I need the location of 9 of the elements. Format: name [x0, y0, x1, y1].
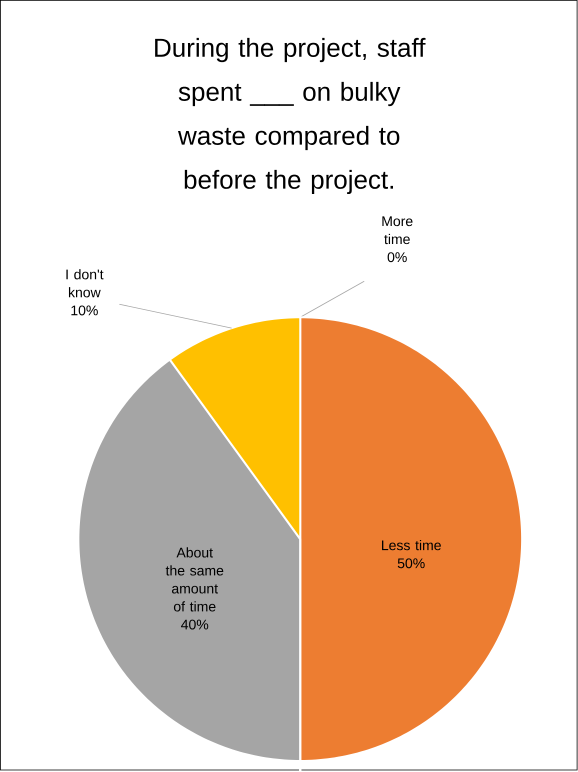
- data-label: 40%: [181, 620, 208, 630]
- slice-label: About the same amount of time: [166, 547, 224, 612]
- data-label: 50%: [398, 558, 425, 568]
- category-label: More time: [382, 216, 413, 244]
- slice-label: Less time: [382, 540, 442, 550]
- text: 0%: [388, 252, 408, 262]
- chart-title: During the project, staff spent ___ on bulky waste compared to before the project.: [155, 38, 426, 194]
- data-label: 10%: [72, 305, 98, 316]
- slice-label: I don't know: [66, 269, 104, 298]
